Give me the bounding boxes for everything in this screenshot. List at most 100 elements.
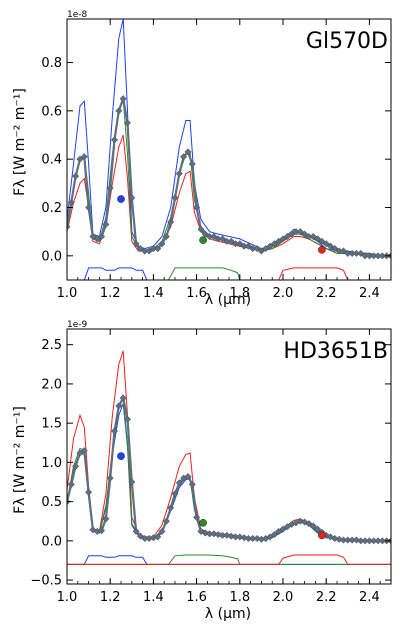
data-point-marker (210, 530, 218, 538)
data-point-marker (180, 153, 188, 161)
data-point-marker (67, 199, 75, 207)
x-tick-label: 1.6 (186, 590, 207, 605)
series-line-model-upper (67, 350, 391, 542)
data-point-marker (270, 531, 278, 539)
data-point-marker (67, 480, 75, 488)
series-line-filter-K (67, 554, 391, 565)
y-tick-label: 0.8 (41, 56, 62, 71)
data-point-marker (171, 490, 179, 498)
x-axis-label: λ (μm) (205, 606, 251, 622)
x-tick-label: 2.4 (359, 590, 380, 605)
data-point-marker (132, 240, 140, 248)
y-tick-label: 1.5 (41, 417, 62, 432)
y-offset-text: 1e-8 (67, 10, 88, 20)
series-line-filter-J (67, 267, 391, 280)
data-point-marker (72, 462, 80, 470)
data-point-marker (115, 107, 123, 115)
data-point-marker (154, 245, 162, 253)
data-point-marker (115, 402, 123, 410)
series-line-model-best (67, 98, 391, 257)
series-line-filter-H (67, 267, 391, 280)
photometry-point (199, 518, 207, 527)
x-tick-label: 1.6 (186, 286, 207, 301)
y-tick-label: 0.6 (41, 104, 62, 119)
data-point-marker (102, 220, 110, 228)
series-line-model-lower (67, 134, 391, 257)
data-point-marker (193, 203, 201, 212)
data-point-marker (167, 218, 175, 226)
y-axis-label: Fλ [W m⁻² m⁻¹] (12, 88, 28, 196)
data-point-marker (167, 504, 175, 512)
data-point-marker (335, 535, 343, 543)
series-line-data (67, 394, 391, 542)
panel-hd3651b: 1e-9 HD3651B Fλ [W m⁻² m⁻¹] λ (μm) 1.0 1.… (12, 320, 392, 622)
x-tick-label: 2.2 (316, 286, 337, 301)
data-point-marker (171, 194, 179, 202)
data-point-marker (154, 533, 162, 541)
y-tick-label: 0.0 (41, 534, 62, 549)
y-tick-label: 2.0 (41, 377, 62, 392)
y-tick-label: 0.0 (41, 249, 62, 264)
data-point-marker (162, 517, 170, 525)
data-point-marker (98, 527, 106, 535)
series-line-filter-K (67, 267, 391, 280)
data-point-marker (184, 148, 192, 156)
photometry-point (117, 195, 125, 203)
data-point-marker (128, 194, 136, 202)
series-line-filter-H (67, 554, 391, 565)
data-point-marker (188, 160, 196, 168)
plot-area (67, 19, 391, 280)
series-line-model-upper (67, 19, 391, 257)
data-point-marker (314, 525, 322, 533)
data-point-marker (309, 232, 317, 241)
photometry-point (318, 531, 326, 540)
data-point-marker (67, 223, 71, 231)
panel-title: Gl570D (306, 29, 388, 54)
data-point-marker (72, 172, 80, 180)
data-point-marker (123, 119, 132, 127)
data-point-marker (136, 532, 144, 540)
data-point-marker (175, 479, 183, 487)
data-point-marker (296, 517, 304, 525)
y-offset-text: 1e-9 (67, 320, 88, 330)
data-point-marker (98, 232, 106, 241)
data-point-marker (89, 526, 97, 534)
data-point-marker (305, 520, 313, 528)
data-point-marker (128, 478, 136, 486)
photometry-point (117, 452, 125, 460)
x-axis-label: λ (μm) (205, 292, 251, 308)
series-line-filter-J (67, 555, 391, 565)
x-tick-label: 2.4 (359, 286, 380, 301)
data-point-marker (162, 232, 170, 241)
photometry-point (199, 236, 207, 244)
data-point-marker (110, 427, 119, 435)
data-point-marker (123, 415, 132, 423)
x-tick-label: 2.2 (316, 590, 337, 605)
x-tick-label: 2.0 (273, 286, 294, 301)
data-point-marker (80, 153, 88, 161)
data-point-marker (188, 480, 196, 488)
x-tick-label: 1.8 (229, 286, 250, 301)
data-point-marker (89, 232, 97, 241)
data-point-marker (119, 394, 127, 402)
y-tick-label: 2.5 (41, 338, 62, 353)
panel-gl570d: 1e-8 Gl570D Fλ [W m⁻² m⁻¹] λ (μm) 1.0 1.2… (12, 10, 392, 308)
y-tick-label: 0.5 (41, 495, 62, 510)
data-point-marker (106, 474, 114, 482)
y-tick-label: 0.2 (41, 201, 62, 216)
data-point-marker (223, 531, 231, 539)
data-point-marker (197, 225, 205, 233)
y-tick-label: 1.0 (41, 456, 62, 471)
series-line-data (67, 94, 391, 257)
data-point-marker (158, 527, 166, 535)
y-tick-label: −0.5 (30, 574, 62, 589)
photometry-point (318, 245, 326, 254)
data-point-marker (85, 203, 93, 212)
x-tick-label: 1.0 (57, 590, 78, 605)
x-tick-label: 1.0 (57, 286, 78, 301)
axes-frame (66, 328, 392, 585)
data-point-marker (132, 527, 140, 535)
data-point-marker (158, 240, 166, 248)
data-point-marker (85, 488, 93, 496)
